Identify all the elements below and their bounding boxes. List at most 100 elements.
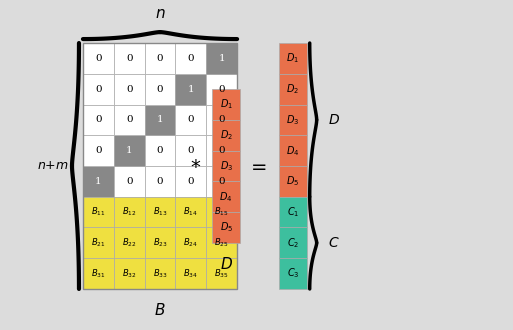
Text: $D_{4}$: $D_{4}$: [220, 190, 233, 204]
Text: $\mathit{B_{12}}$: $\mathit{B_{12}}$: [122, 206, 136, 218]
Text: $\mathit{B_{34}}$: $\mathit{B_{34}}$: [184, 267, 199, 280]
Text: 0: 0: [188, 115, 194, 124]
FancyBboxPatch shape: [114, 258, 145, 289]
FancyBboxPatch shape: [212, 212, 240, 243]
FancyBboxPatch shape: [206, 166, 237, 197]
Text: $D_{2}$: $D_{2}$: [286, 82, 299, 96]
Text: $\mathit{B_{13}}$: $\mathit{B_{13}}$: [153, 206, 167, 218]
FancyBboxPatch shape: [212, 182, 240, 212]
Text: $D_{1}$: $D_{1}$: [220, 98, 233, 112]
FancyBboxPatch shape: [145, 74, 175, 105]
Text: $\mathit{B_{24}}$: $\mathit{B_{24}}$: [184, 237, 199, 249]
Text: 0: 0: [95, 84, 102, 94]
FancyBboxPatch shape: [206, 74, 237, 105]
FancyBboxPatch shape: [206, 43, 237, 74]
FancyBboxPatch shape: [279, 166, 307, 197]
Text: $C_{2}$: $C_{2}$: [287, 236, 299, 250]
FancyBboxPatch shape: [145, 135, 175, 166]
Text: $\mathit{B_{32}}$: $\mathit{B_{32}}$: [122, 267, 136, 280]
Text: 0: 0: [126, 177, 132, 186]
FancyBboxPatch shape: [279, 197, 307, 227]
FancyBboxPatch shape: [83, 43, 114, 74]
Text: $\mathit{B_{22}}$: $\mathit{B_{22}}$: [122, 237, 136, 249]
Text: 1: 1: [188, 84, 194, 94]
Text: 1: 1: [219, 54, 225, 63]
FancyBboxPatch shape: [83, 105, 114, 135]
FancyBboxPatch shape: [114, 135, 145, 166]
FancyBboxPatch shape: [212, 150, 240, 182]
Text: $D_{1}$: $D_{1}$: [286, 51, 300, 65]
FancyBboxPatch shape: [145, 197, 175, 227]
FancyBboxPatch shape: [206, 105, 237, 135]
Text: 0: 0: [95, 146, 102, 155]
Text: $D$: $D$: [328, 113, 340, 127]
FancyBboxPatch shape: [175, 74, 206, 105]
Text: $D_{4}$: $D_{4}$: [286, 144, 300, 157]
Text: $n{+}m$: $n{+}m$: [37, 159, 69, 173]
FancyBboxPatch shape: [175, 227, 206, 258]
FancyBboxPatch shape: [83, 74, 114, 105]
Text: $\mathit{B_{15}}$: $\mathit{B_{15}}$: [214, 206, 229, 218]
FancyBboxPatch shape: [279, 43, 307, 74]
Text: 0: 0: [126, 84, 132, 94]
FancyBboxPatch shape: [145, 258, 175, 289]
Text: $D_{2}$: $D_{2}$: [220, 128, 233, 142]
FancyBboxPatch shape: [175, 258, 206, 289]
FancyBboxPatch shape: [206, 258, 237, 289]
FancyBboxPatch shape: [279, 105, 307, 135]
FancyBboxPatch shape: [175, 105, 206, 135]
FancyBboxPatch shape: [114, 43, 145, 74]
FancyBboxPatch shape: [83, 227, 114, 258]
Text: 1: 1: [156, 115, 163, 124]
Text: $D$: $D$: [220, 256, 233, 272]
FancyBboxPatch shape: [83, 166, 114, 197]
Text: $D_{5}$: $D_{5}$: [286, 175, 300, 188]
Text: 0: 0: [156, 177, 163, 186]
Text: $\mathit{B_{14}}$: $\mathit{B_{14}}$: [184, 206, 199, 218]
Text: $\mathit{B_{11}}$: $\mathit{B_{11}}$: [91, 206, 106, 218]
Text: 0: 0: [156, 146, 163, 155]
FancyBboxPatch shape: [114, 197, 145, 227]
FancyBboxPatch shape: [114, 227, 145, 258]
Text: $n$: $n$: [155, 7, 165, 21]
Text: 0: 0: [126, 54, 132, 63]
Text: $\mathit{B_{21}}$: $\mathit{B_{21}}$: [91, 237, 106, 249]
Text: 0: 0: [219, 84, 225, 94]
FancyBboxPatch shape: [212, 89, 240, 120]
Text: 0: 0: [95, 115, 102, 124]
Text: 0: 0: [219, 177, 225, 186]
Text: 0: 0: [219, 115, 225, 124]
FancyBboxPatch shape: [175, 166, 206, 197]
Text: 0: 0: [95, 54, 102, 63]
Text: $\mathit{B_{31}}$: $\mathit{B_{31}}$: [91, 267, 106, 280]
FancyBboxPatch shape: [145, 227, 175, 258]
FancyBboxPatch shape: [145, 166, 175, 197]
Text: 0: 0: [126, 115, 132, 124]
FancyBboxPatch shape: [279, 258, 307, 289]
Text: $C_{1}$: $C_{1}$: [287, 205, 299, 219]
Text: $*$: $*$: [190, 157, 201, 175]
Text: 1: 1: [95, 177, 102, 186]
Text: $D_{3}$: $D_{3}$: [220, 159, 233, 173]
Text: $C_{3}$: $C_{3}$: [287, 267, 299, 280]
FancyBboxPatch shape: [114, 166, 145, 197]
Text: 0: 0: [156, 54, 163, 63]
FancyBboxPatch shape: [212, 120, 240, 150]
Text: 0: 0: [219, 146, 225, 155]
FancyBboxPatch shape: [114, 74, 145, 105]
FancyBboxPatch shape: [206, 227, 237, 258]
Text: $C$: $C$: [328, 236, 339, 250]
Bar: [83, 43, 237, 289]
FancyBboxPatch shape: [83, 197, 114, 227]
FancyBboxPatch shape: [175, 197, 206, 227]
Text: 0: 0: [188, 177, 194, 186]
FancyBboxPatch shape: [279, 74, 307, 105]
Text: $\mathit{B_{25}}$: $\mathit{B_{25}}$: [214, 237, 229, 249]
Text: $\mathit{B_{33}}$: $\mathit{B_{33}}$: [153, 267, 167, 280]
Text: $D_{5}$: $D_{5}$: [220, 220, 233, 234]
FancyBboxPatch shape: [83, 258, 114, 289]
FancyBboxPatch shape: [175, 43, 206, 74]
FancyBboxPatch shape: [145, 43, 175, 74]
Text: 1: 1: [126, 146, 132, 155]
FancyBboxPatch shape: [145, 105, 175, 135]
